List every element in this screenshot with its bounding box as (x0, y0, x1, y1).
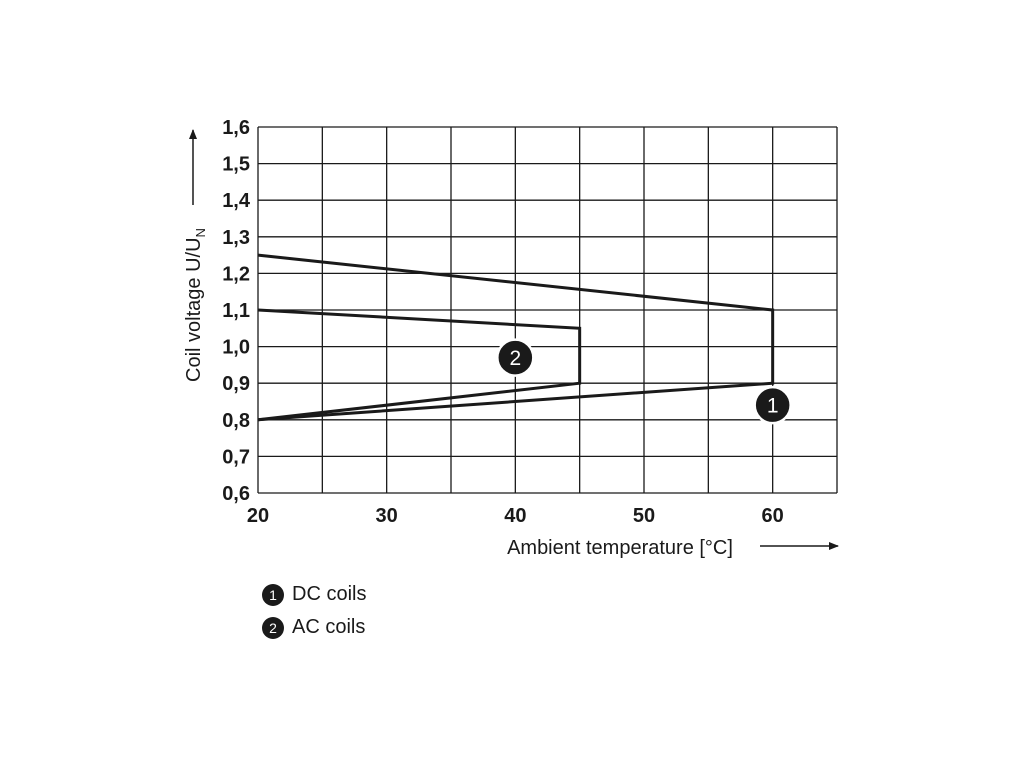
y-tick-label: 0,6 (222, 483, 250, 505)
y-tick-label: 1,2 (222, 263, 250, 285)
series-layer: 12 (257, 253, 792, 425)
x-tick-label: 20 (247, 505, 269, 527)
grid (257, 126, 838, 494)
legend-label-ac-coils: AC coils (292, 616, 366, 638)
x-tick-label: 40 (504, 505, 526, 527)
series-marker-label-dc-coils: 1 (767, 395, 779, 418)
x-tick-label: 50 (633, 505, 655, 527)
y-axis-title-main: Coil voltage U/U (183, 237, 205, 382)
y-tick-label: 1,6 (222, 117, 250, 139)
y-axis-title: Coil voltage U/UN (183, 228, 208, 382)
legend-badge-1: 1 (262, 583, 284, 606)
series-line-dc-coils (257, 253, 775, 422)
y-tick-label: 0,9 (222, 373, 250, 395)
series-line-ac-coils (257, 308, 582, 422)
y-tick-label: 0,7 (222, 446, 250, 468)
y-tick-label: 1,4 (222, 190, 251, 212)
x-tick-label: 60 (762, 505, 784, 527)
y-axis-title-subscript: N (193, 228, 208, 237)
x-tick-label: 30 (376, 505, 398, 527)
legend-badge-2: 2 (262, 616, 284, 639)
y-tick-label: 1,3 (222, 227, 250, 249)
legend-item-ac-coils: 2 AC coils (262, 611, 366, 644)
series-marker-label-ac-coils: 2 (509, 347, 521, 370)
y-tick-label: 1,0 (222, 337, 250, 359)
y-tick-label: 1,1 (222, 300, 250, 322)
tick-labels: 20 30 40 50 60 0,6 0,7 0,8 0,9 1,0 1,1 1,2 1,3 1,4 1,5… (222, 117, 784, 527)
y-tick-label: 1,5 (222, 154, 250, 176)
y-tick-label: 0,8 (222, 410, 250, 432)
legend: 1 DC coils 2 AC coils (262, 578, 366, 644)
series-marker-ac-coils (496, 338, 535, 377)
legend-label-dc-coils: DC coils (292, 583, 367, 605)
x-axis-title: Ambient temperature [°C] (507, 537, 733, 559)
series-marker-dc-coils (753, 385, 792, 425)
legend-item-dc-coils: 1 DC coils (262, 578, 366, 611)
